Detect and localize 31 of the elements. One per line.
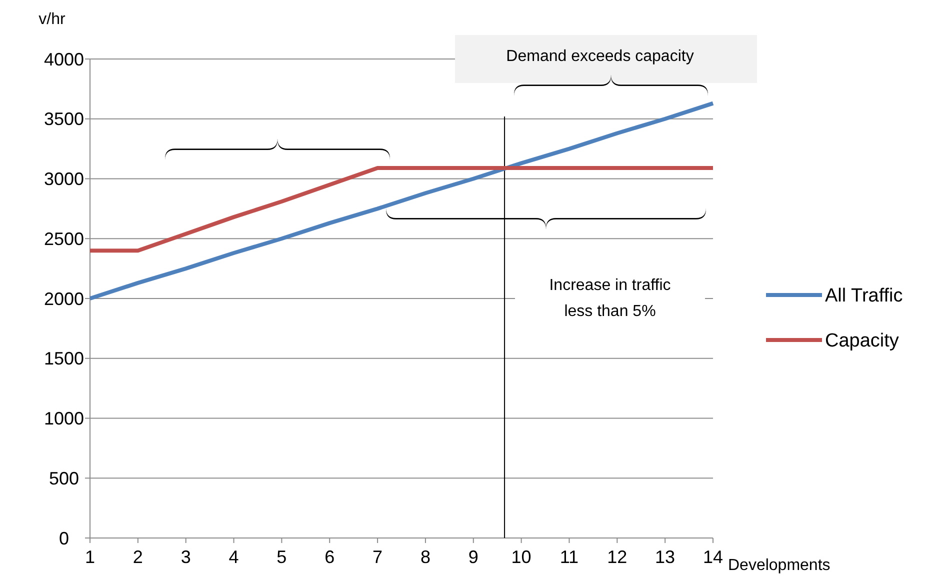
y-tick-label: 1000: [44, 408, 84, 429]
y-tick-label: 3000: [44, 169, 84, 190]
y-tick-label: 0: [58, 528, 70, 548]
line-series: [88, 101, 715, 300]
x-tick-label: 9: [468, 547, 478, 567]
annotation: Increase in traffic less than 5%: [549, 277, 671, 320]
x-tick-label: 6: [324, 547, 335, 567]
x-tick-label: 10: [511, 547, 532, 567]
y-tick-label: 1500: [44, 348, 84, 369]
legend-label: All Traffic: [825, 286, 903, 307]
y-tick-label: 2000: [44, 288, 84, 309]
x-tick-label: 5: [276, 547, 287, 567]
x-tick-label: 3: [180, 547, 191, 567]
x-tick-label: 11: [560, 547, 579, 567]
x-tick-label: 7: [372, 547, 383, 567]
y-tick-label: 2500: [44, 228, 84, 249]
y-tick-label: 500: [48, 468, 80, 488]
x-tick-label: 8: [420, 547, 430, 567]
line-series: [88, 166, 715, 253]
x-tick-label: 14: [702, 547, 724, 567]
x-tick-label: 1: [84, 547, 96, 567]
legend-label: Capacity: [825, 330, 900, 352]
x-tick-label: 4: [228, 547, 239, 567]
x-tick-label: 2: [132, 547, 143, 567]
x-tick-label: 13: [655, 547, 676, 567]
y-axis-title: v/hr: [38, 11, 66, 28]
y-tick-label: 3500: [44, 109, 84, 130]
annotation: Demand exceeds capacity: [506, 48, 694, 65]
x-tick-label: 12: [607, 547, 628, 567]
y-tick-label: 4000: [44, 49, 84, 70]
x-axis-title: Developments: [728, 557, 830, 574]
